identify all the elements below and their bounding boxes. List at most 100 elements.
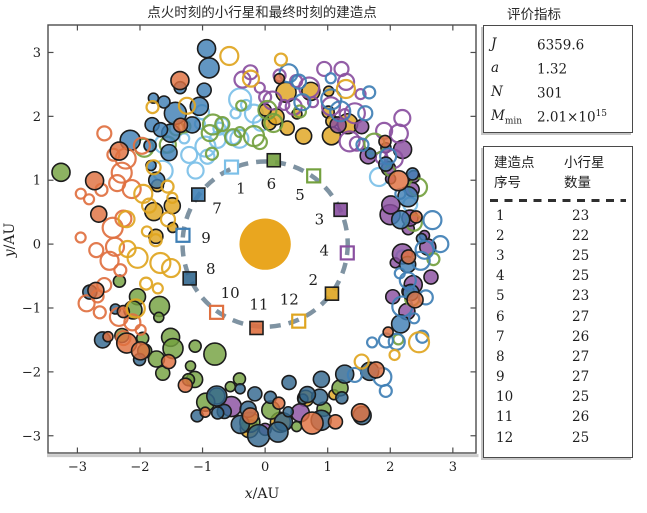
asteroid-point: [212, 121, 227, 136]
asteroid-point: [320, 88, 343, 111]
asteroid-point: [267, 421, 289, 443]
asteroid-point: [140, 225, 153, 238]
asteroid-point: [123, 313, 142, 332]
asteroid-point: [186, 161, 205, 180]
y-tick-label: 3: [33, 46, 41, 61]
asteroid-point: [159, 211, 177, 228]
asteroid-point: [282, 405, 295, 418]
asteroid-point: [387, 169, 410, 192]
asteroid-point: [157, 95, 171, 109]
asteroid-count-cell: 22: [572, 227, 590, 244]
asteroid-point: [414, 239, 435, 260]
construction-point-number: 5: [295, 186, 305, 204]
asteroid-point: [278, 98, 291, 112]
asteroid-point: [188, 339, 202, 353]
asteroid-count-cell: 25: [572, 389, 590, 406]
asteroid-point: [203, 342, 227, 366]
asteroid-point: [125, 298, 146, 319]
table-row: 7 26: [494, 327, 628, 347]
construction-point-square: [182, 271, 197, 286]
metric-value: 1.32: [537, 61, 568, 78]
asteroid-point: [357, 105, 374, 122]
construction-point-number: 11: [249, 295, 268, 313]
table-row: 6 27: [494, 306, 628, 326]
asteroid-point: [422, 210, 443, 231]
construction-point-number: 4: [319, 241, 329, 259]
asteroid-point: [198, 57, 220, 79]
construction-point-id-cell: 11: [496, 409, 514, 426]
metric-value: 301: [537, 85, 563, 102]
metric-label: a: [491, 59, 500, 76]
table-header-col1-line2: 序号: [494, 175, 521, 192]
asteroid-point: [408, 312, 421, 325]
metric-row: Mmin 2.01×1015: [491, 105, 626, 129]
asteroid-point: [196, 38, 217, 59]
asteroid-point: [130, 341, 151, 361]
asteroid-point: [214, 115, 231, 133]
metrics-panel-title: 评价指标: [507, 7, 561, 23]
x-tick-label: 3: [449, 460, 457, 475]
sun-layer: [239, 218, 291, 270]
asteroid-point: [258, 90, 273, 105]
asteroid-point: [152, 121, 169, 138]
x-tick-label: −1: [193, 460, 212, 475]
asteroid-point: [293, 93, 312, 112]
asteroid-point: [233, 70, 252, 89]
asteroid-point: [355, 137, 370, 152]
asteroid-point: [390, 314, 411, 334]
asteroid-point: [160, 179, 175, 194]
asteroid-point: [324, 72, 337, 85]
construction-point-square: [306, 168, 322, 184]
construction-point-id-cell: 10: [496, 389, 514, 406]
asteroid-point: [423, 269, 439, 285]
table-row: 10 25: [494, 387, 628, 407]
asteroid-point: [113, 263, 128, 278]
asteroid-point: [145, 159, 162, 176]
construction-point-number: 6: [267, 175, 277, 193]
table-header: 建造点 序号 小行星 数量: [494, 153, 628, 194]
construction-point-id-cell: 9: [496, 369, 505, 386]
metric-label-sub: min: [504, 116, 523, 127]
asteroid-point: [74, 231, 87, 244]
asteroid-point: [378, 383, 393, 399]
asteroid-point: [149, 251, 172, 275]
asteroid-point: [354, 88, 367, 101]
asteroid-point: [393, 108, 412, 128]
asteroid-point: [110, 161, 133, 184]
construction-point-id-cell: 8: [496, 348, 505, 365]
asteroid-point: [108, 173, 127, 193]
asteroid-count-cell: 27: [572, 308, 590, 325]
construction-point-number: 7: [212, 199, 222, 217]
asteroid-point: [300, 411, 324, 435]
table-header-col2-line2: 数量: [564, 175, 591, 192]
metrics-panel: J 6359.6 a 1.32 N 301 Mmin 2.01×1015: [483, 25, 633, 133]
asteroid-point: [251, 133, 268, 151]
orbit-layer: [180, 159, 350, 329]
metric-row: J 6359.6: [491, 33, 626, 57]
table-row: 3 25: [494, 246, 628, 266]
y-tick-label: −2: [22, 365, 41, 380]
asteroid-point: [316, 60, 333, 78]
construction-point-square: [266, 152, 282, 168]
table-row: 9 27: [494, 367, 628, 387]
asteroid-point: [378, 134, 392, 149]
asteroid-point: [160, 257, 182, 279]
asteroid-point: [407, 331, 431, 354]
construction-point-square: [333, 202, 348, 218]
asteroid-point: [224, 380, 237, 393]
asteroid-point: [160, 353, 177, 370]
asteroid-point: [126, 246, 149, 269]
asteroid-point: [109, 141, 129, 161]
asteroid-point: [335, 78, 357, 100]
asteroid-point: [204, 146, 220, 161]
table-row: 8 27: [494, 347, 628, 367]
asteroid-count-cell: 23: [572, 288, 590, 305]
asteroid-count-cell: 25: [572, 268, 590, 285]
asteroid-point: [219, 45, 240, 67]
construction-point-square: [324, 286, 340, 301]
table-header-divider: [490, 198, 626, 202]
asteroid-point: [327, 413, 344, 430]
